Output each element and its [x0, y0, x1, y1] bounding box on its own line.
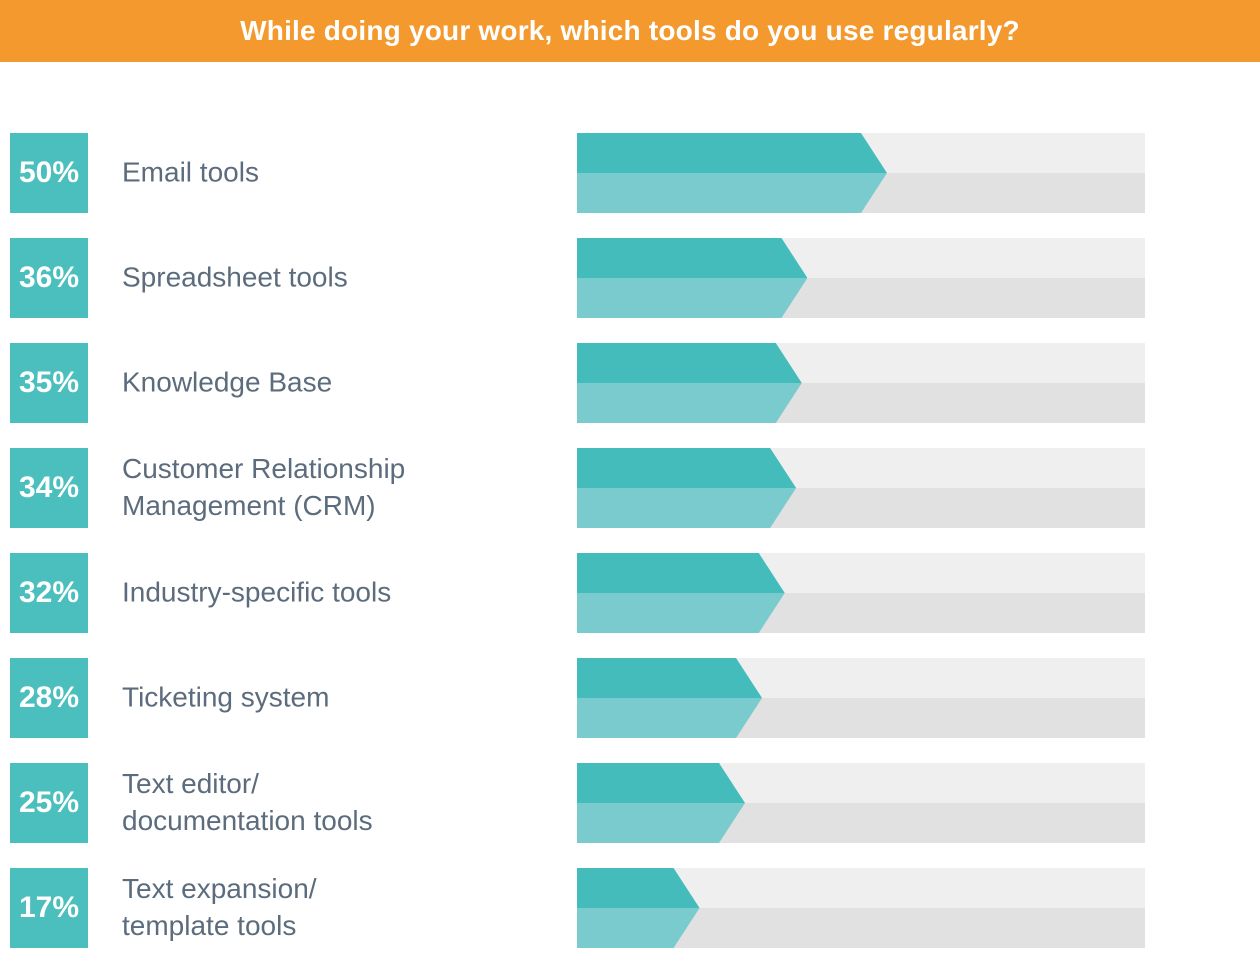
- percent-badge: 28%: [10, 658, 88, 738]
- bar-fill: [577, 553, 785, 633]
- chart-row: 25% Text editor/ documentation tools: [0, 763, 1260, 843]
- percent-label: 28%: [18, 681, 80, 714]
- percent-badge: 35%: [10, 343, 88, 423]
- title-banner: While doing your work, which tools do yo…: [0, 0, 1260, 62]
- category-label: Industry-specific tools: [122, 576, 392, 608]
- bar-fill-top-half: [577, 133, 887, 173]
- bar-fill-bottom-half: [577, 383, 802, 423]
- chart-row: 36% Spreadsheet tools: [0, 238, 1260, 318]
- category-label: Spreadsheet tools: [122, 261, 348, 293]
- category-label: Customer Relationship Management (CRM): [122, 453, 406, 521]
- bar-track: [577, 658, 1145, 738]
- bar-fill: [577, 658, 762, 738]
- percent-label: 17%: [18, 891, 80, 924]
- bar-track: [577, 133, 1145, 213]
- bar-fill-top-half: [577, 763, 745, 803]
- category-label: Knowledge Base: [122, 366, 333, 398]
- percent-label: 32%: [18, 576, 80, 609]
- bar-fill: [577, 868, 700, 948]
- bar-track: [577, 343, 1145, 423]
- percent-badge: 32%: [10, 553, 88, 633]
- chart-row: 35% Knowledge Base: [0, 343, 1260, 423]
- chart-row: 34% Customer Relationship Management (CR…: [0, 448, 1260, 528]
- bar-fill-top-half: [577, 658, 762, 698]
- category-label: Email tools: [122, 156, 259, 188]
- bar-fill: [577, 448, 796, 528]
- bar-fill-bottom-half: [577, 488, 796, 528]
- bar-fill-bottom-half: [577, 278, 807, 318]
- bar-track: [577, 553, 1145, 633]
- chart-row: 50% Email tools: [0, 133, 1260, 213]
- percent-badge: 34%: [10, 448, 88, 528]
- bar-fill: [577, 238, 807, 318]
- bar-fill: [577, 343, 802, 423]
- bar-fill-bottom-half: [577, 698, 762, 738]
- percent-label: 36%: [18, 261, 80, 294]
- bar-chart: 50% Email tools 36% Spreadsheet tools: [0, 133, 1260, 973]
- percent-badge: 36%: [10, 238, 88, 318]
- percent-badge: 50%: [10, 133, 88, 213]
- bar-fill-top-half: [577, 448, 796, 488]
- bar-fill: [577, 133, 887, 213]
- percent-label: 34%: [18, 471, 80, 504]
- percent-badge: 25%: [10, 763, 88, 843]
- bar-track: [577, 448, 1145, 528]
- percent-label: 50%: [18, 156, 80, 189]
- chart-row: 28% Ticketing system: [0, 658, 1260, 738]
- bar-fill-bottom-half: [577, 593, 785, 633]
- bar-track: [577, 238, 1145, 318]
- category-label: Ticketing system: [122, 681, 330, 713]
- bar-fill-top-half: [577, 238, 807, 278]
- bar-track: [577, 763, 1145, 843]
- bar-fill: [577, 763, 745, 843]
- bar-fill-top-half: [577, 553, 785, 593]
- bar-track: [577, 868, 1145, 948]
- chart-row: 17% Text expansion/ template tools: [0, 868, 1260, 948]
- bar-fill-bottom-half: [577, 803, 745, 843]
- category-label: Text editor/ documentation tools: [122, 768, 373, 836]
- chart-row: 32% Industry-specific tools: [0, 553, 1260, 633]
- percent-label: 35%: [18, 366, 80, 399]
- chart-title: While doing your work, which tools do yo…: [240, 15, 1020, 46]
- bar-fill-top-half: [577, 343, 802, 383]
- percent-badge: 17%: [10, 868, 88, 948]
- category-label: Text expansion/ template tools: [122, 873, 317, 941]
- percent-label: 25%: [18, 786, 80, 819]
- bar-fill-bottom-half: [577, 173, 887, 213]
